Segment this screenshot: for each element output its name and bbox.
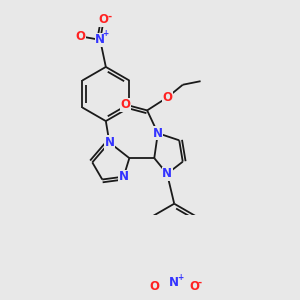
Text: +: +	[102, 29, 108, 38]
Text: O: O	[99, 14, 109, 26]
Text: -: -	[198, 278, 202, 288]
Text: O: O	[149, 280, 159, 293]
Text: N: N	[95, 33, 105, 46]
Text: O: O	[162, 91, 172, 104]
Text: N: N	[153, 127, 163, 140]
Text: N: N	[118, 170, 129, 183]
Text: N: N	[162, 167, 172, 180]
Text: +: +	[177, 273, 183, 282]
Text: O: O	[121, 98, 131, 111]
Text: -: -	[107, 11, 112, 21]
Text: O: O	[189, 280, 199, 293]
Text: N: N	[104, 136, 114, 149]
Text: O: O	[75, 30, 85, 43]
Text: N: N	[169, 276, 179, 289]
